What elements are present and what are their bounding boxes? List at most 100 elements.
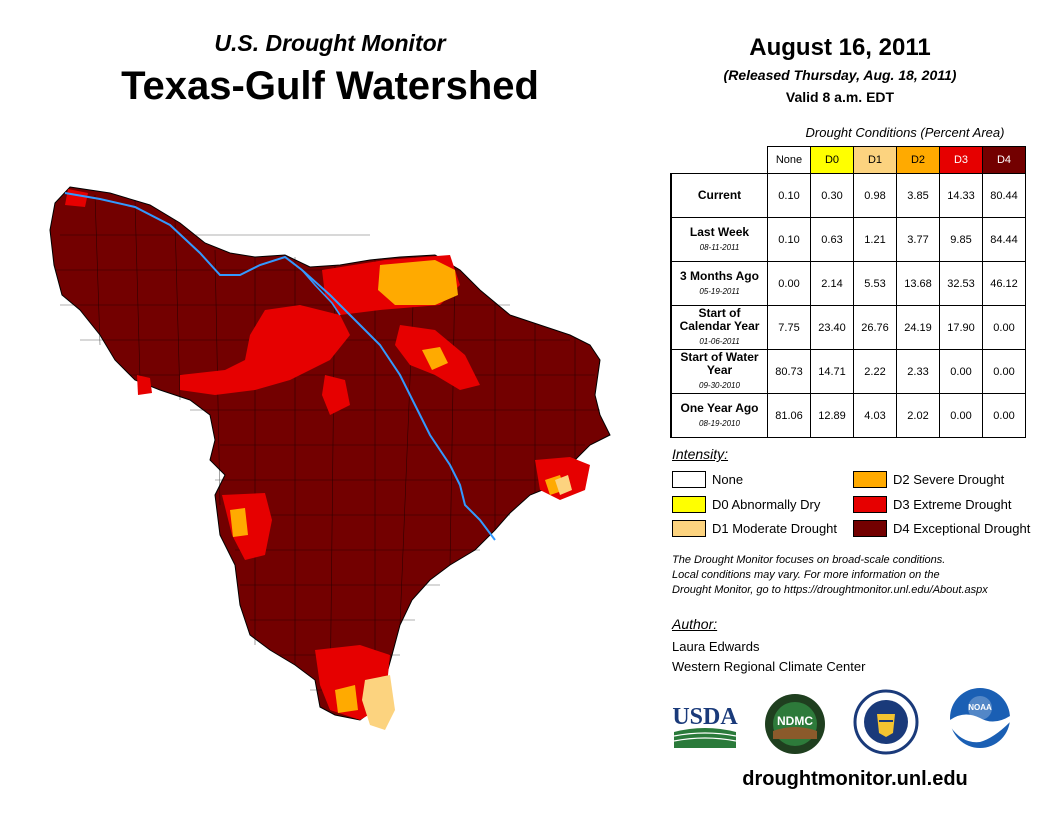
table-cell: 24.19 [896, 305, 940, 350]
legend-title: Intensity: [672, 446, 729, 462]
svg-text:NDMC: NDMC [777, 714, 813, 728]
table-cell: 2.14 [810, 261, 854, 306]
ndmc-logo: NDMC [765, 694, 825, 754]
row-label: Current [670, 173, 768, 218]
noaa-logo: NOAA [950, 688, 1010, 748]
legend-swatch [853, 520, 887, 537]
table-cell: 9.85 [939, 217, 983, 262]
legend-swatch [853, 471, 887, 488]
table-cell: 14.71 [810, 349, 854, 394]
col-d1: D1 [853, 146, 897, 174]
row-label: Start of Calendar Year 01-06-2011 [670, 305, 768, 350]
note-line: Drought Monitor, go to https://droughtmo… [672, 584, 988, 596]
legend-item-d0: D0 Abnormally Dry [672, 496, 820, 513]
svg-text:NOAA: NOAA [968, 703, 992, 712]
legend-swatch [672, 471, 706, 488]
map-subtitle: U.S. Drought Monitor [214, 30, 446, 56]
map-title: Texas-Gulf Watershed [121, 64, 539, 108]
col-d0: D0 [810, 146, 854, 174]
region-d4-base [49, 186, 611, 721]
table-cell: 3.77 [896, 217, 940, 262]
table-row: Current 0.10 0.30 0.98 3.85 14.33 80.44 [670, 173, 1026, 218]
watershed-map [49, 186, 611, 730]
table-cell: 32.53 [939, 261, 983, 306]
table-cell: 7.75 [767, 305, 811, 350]
legend-swatch [672, 520, 706, 537]
table-cell: 0.63 [810, 217, 854, 262]
note-line: The Drought Monitor focuses on broad-sca… [672, 554, 946, 566]
author-block: Laura Edwards Western Regional Climate C… [672, 637, 865, 677]
table-row: Last Week 08-11-2011 0.10 0.63 1.21 3.77 … [670, 217, 1026, 262]
col-d2: D2 [896, 146, 940, 174]
valid-time: Valid 8 a.m. EDT [785, 89, 895, 105]
footer-url[interactable]: droughtmonitor.unl.edu [742, 768, 968, 790]
table-cell: 12.89 [810, 393, 854, 438]
legend-label: None [712, 472, 744, 487]
table-cell: 80.73 [767, 349, 811, 394]
legend-label: D4 Exceptional Drought [893, 521, 1031, 536]
table-header-row: None D0 D1 D2 D3 D4 [671, 146, 1026, 174]
legend-item-none: None [672, 471, 743, 488]
map-date: August 16, 2011 [749, 34, 931, 61]
legend-label: D1 Moderate Drought [712, 521, 838, 536]
table-row: Start of Calendar Year 01-06-2011 7.75 23… [670, 305, 1026, 350]
row-label: Start of Water Year 09-30-2010 [670, 349, 768, 394]
col-none: None [767, 146, 811, 174]
table-cell: 17.90 [939, 305, 983, 350]
river [64, 192, 496, 541]
row-label: One Year Ago 08-19-2010 [670, 393, 768, 438]
table-cell: 0.00 [939, 393, 983, 438]
table-cell: 84.44 [982, 217, 1026, 262]
table-cell: 26.76 [853, 305, 897, 350]
table-cell: 46.12 [982, 261, 1026, 306]
table-cell: 2.02 [896, 393, 940, 438]
legend-item-d1: D1 Moderate Drought [672, 520, 837, 537]
legend-swatch [853, 496, 887, 513]
conditions-title: Drought Conditions (Percent Area) [805, 125, 1005, 140]
legend-item-d2: D2 Severe Drought [853, 471, 1004, 488]
conditions-table: None D0 D1 D2 D3 D4 Current 0.10 0.30 0.… [670, 146, 1026, 438]
legend-item-d4: D4 Exceptional Drought [853, 520, 1030, 537]
table-corner [671, 147, 768, 174]
col-d3: D3 [939, 146, 983, 174]
legend-swatch [672, 496, 706, 513]
table-cell: 23.40 [810, 305, 854, 350]
legend-item-d3: D3 Extreme Drought [853, 496, 1012, 513]
table-cell: 0.00 [982, 349, 1026, 394]
table-row: One Year Ago 08-19-2010 81.06 12.89 4.03 … [670, 393, 1026, 438]
table-cell: 0.98 [853, 173, 897, 218]
author-org: Western Regional Climate Center [672, 659, 866, 674]
table-cell: 1.21 [853, 217, 897, 262]
svg-text:USDA: USDA [672, 704, 738, 730]
table-cell: 5.53 [853, 261, 897, 306]
river-branch [301, 269, 341, 316]
table-cell: 2.33 [896, 349, 940, 394]
table-cell: 0.00 [982, 393, 1026, 438]
table-cell: 0.10 [767, 173, 811, 218]
table-cell: 0.00 [939, 349, 983, 394]
row-label: Last Week 08-11-2011 [670, 217, 768, 262]
legend-label: D2 Severe Drought [893, 472, 1005, 487]
table-cell: 0.00 [767, 261, 811, 306]
usda-logo: USDA [672, 704, 738, 748]
table-cell: 81.06 [767, 393, 811, 438]
table-cell: 0.10 [767, 217, 811, 262]
table-cell: 0.30 [810, 173, 854, 218]
region-d1 [362, 475, 572, 730]
table-cell: 0.00 [982, 305, 1026, 350]
author-name: Laura Edwards [672, 639, 760, 654]
release-date: (Released Thursday, Aug. 18, 2011) [723, 67, 957, 83]
table-cell: 4.03 [853, 393, 897, 438]
disclaimer-note: The Drought Monitor focuses on broad-sca… [672, 553, 1042, 598]
author-label: Author: [672, 616, 718, 632]
table-cell: 14.33 [939, 173, 983, 218]
table-cell: 2.22 [853, 349, 897, 394]
table-cell: 3.85 [896, 173, 940, 218]
table-row: 3 Months Ago 05-19-2011 0.00 2.14 5.53 13… [670, 261, 1026, 306]
region-d2 [230, 260, 565, 713]
table-row: Start of Water Year 09-30-2010 80.73 14.7… [670, 349, 1026, 394]
legend-label: D0 Abnormally Dry [712, 497, 821, 512]
note-line: Local conditions may vary. For more info… [672, 569, 940, 581]
table-cell: 13.68 [896, 261, 940, 306]
legend-label: D3 Extreme Drought [893, 497, 1012, 512]
